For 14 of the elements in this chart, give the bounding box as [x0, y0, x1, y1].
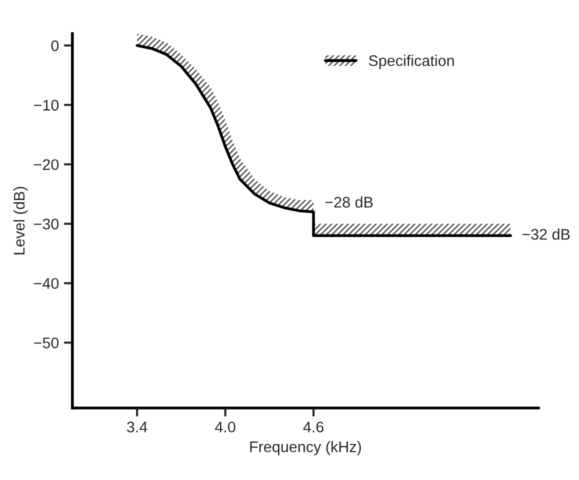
y-tick-label: −40	[34, 278, 59, 289]
annotation: −28 dB	[325, 196, 373, 208]
y-tick-label: −50	[34, 337, 59, 348]
x-axis-title: Frequency (kHz)	[250, 440, 361, 456]
x-tick-label: 3.4	[127, 422, 148, 432]
legend-label: Specification	[368, 54, 454, 70]
x-tick-label: 4.0	[215, 422, 236, 432]
y-tick-label: −20	[34, 159, 59, 170]
y-axis-title: Level (dB)	[13, 186, 28, 254]
y-tick-label: −30	[34, 218, 59, 230]
y-tick-label: −10	[34, 100, 59, 111]
x-tick-label: 4.6	[303, 422, 324, 432]
annotation: −32 dB	[522, 228, 570, 240]
y-tick-label: 0	[51, 40, 59, 52]
